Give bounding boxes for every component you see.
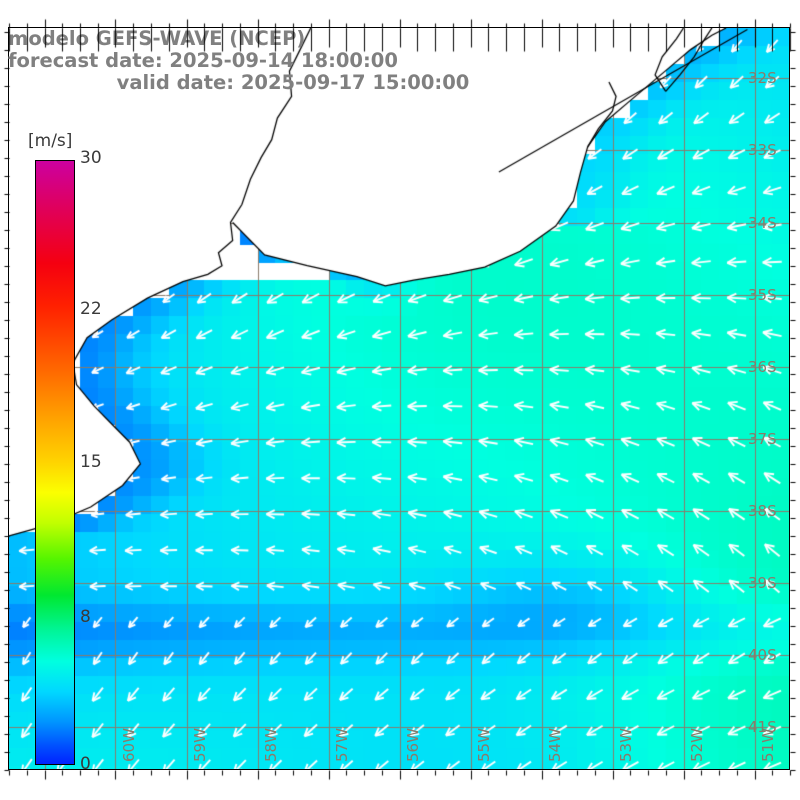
colorbar-tick-8: 8	[80, 607, 91, 627]
lat-tick-34S: 34S	[748, 213, 777, 232]
colorbar-tick-22: 22	[80, 299, 102, 319]
colorbar-tick-30: 30	[80, 148, 102, 168]
lat-tick-41S: 41S	[748, 717, 777, 736]
map-plot-area	[8, 27, 790, 770]
lon-tick-60W: 60W	[119, 728, 138, 762]
colorbar	[35, 160, 75, 765]
colorbar-tick-0: 0	[80, 754, 91, 774]
lon-tick-55W: 55W	[474, 728, 493, 762]
lat-tick-39S: 39S	[748, 573, 777, 592]
wind-field-canvas	[9, 28, 789, 769]
lon-tick-59W: 59W	[190, 728, 209, 762]
colorbar-tick-15: 15	[80, 452, 102, 472]
lon-tick-53W: 53W	[616, 728, 635, 762]
lon-tick-54W: 54W	[545, 728, 564, 762]
lat-tick-38S: 38S	[748, 501, 777, 520]
lon-tick-52W: 52W	[687, 728, 706, 762]
lon-tick-56W: 56W	[403, 728, 422, 762]
lat-tick-36S: 36S	[748, 357, 777, 376]
lat-tick-33S: 33S	[748, 141, 777, 160]
lat-tick-37S: 37S	[748, 429, 777, 448]
lat-tick-32S: 32S	[748, 69, 777, 88]
colorbar-unit-label: [m/s]	[28, 131, 73, 151]
lon-tick-57W: 57W	[332, 728, 351, 762]
lat-tick-40S: 40S	[748, 645, 777, 664]
lat-tick-35S: 35S	[748, 285, 777, 304]
lon-tick-58W: 58W	[261, 728, 280, 762]
